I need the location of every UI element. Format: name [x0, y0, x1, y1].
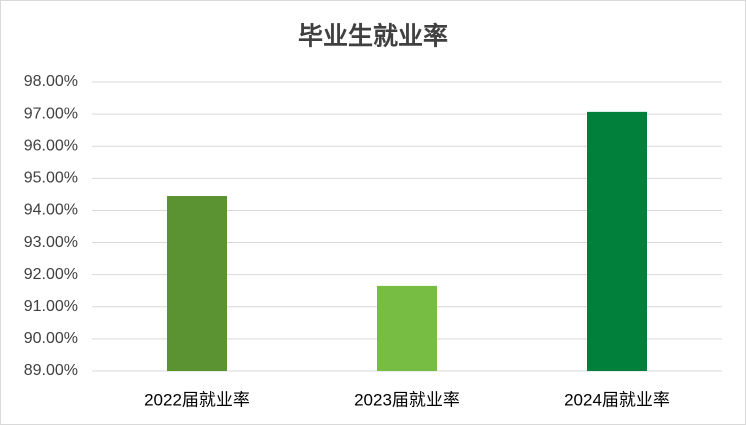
- y-tick-label: 92.00%: [24, 266, 78, 283]
- y-tick-label: 89.00%: [24, 362, 78, 379]
- y-tick-label: 96.00%: [24, 137, 78, 154]
- x-tick-label: 2024届就业率: [564, 390, 670, 409]
- y-tick-label: 98.00%: [24, 73, 78, 90]
- y-tick-label: 95.00%: [24, 170, 78, 187]
- chart-title: 毕业生就业率: [298, 22, 448, 51]
- bar: [587, 111, 647, 371]
- x-tick-label: 2023届就业率: [354, 390, 460, 409]
- x-tick-label: 2022届就业率: [144, 390, 250, 409]
- bar: [167, 195, 227, 371]
- y-tick-label: 97.00%: [24, 105, 78, 122]
- bar: [377, 285, 437, 371]
- y-tick-label: 91.00%: [24, 298, 78, 315]
- y-tick-label: 93.00%: [24, 234, 78, 251]
- y-tick-label: 90.00%: [24, 330, 78, 347]
- y-tick-label: 94.00%: [24, 202, 78, 219]
